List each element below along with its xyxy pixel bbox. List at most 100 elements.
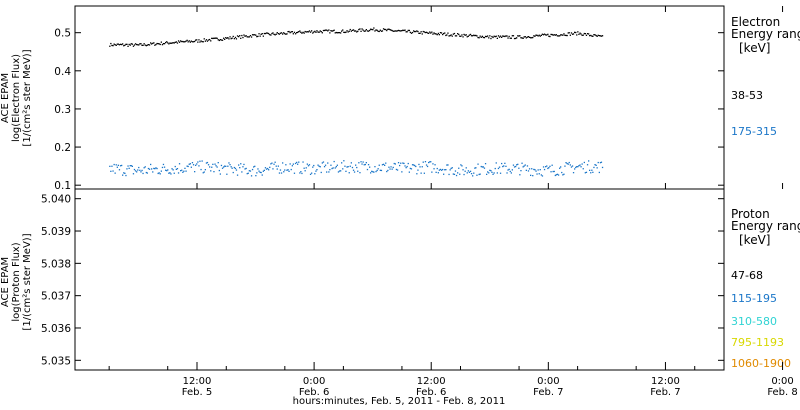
data-point [118, 169, 121, 171]
data-point [462, 169, 464, 171]
data-point [337, 32, 340, 34]
data-point [541, 33, 544, 35]
data-point [575, 31, 577, 34]
data-point [361, 163, 363, 165]
data-point [286, 33, 288, 35]
data-point [411, 164, 414, 166]
data-point [337, 171, 340, 173]
data-point [317, 164, 319, 166]
data-point [562, 174, 564, 176]
data-point [225, 37, 227, 39]
data-point [470, 35, 473, 37]
data-point [367, 164, 370, 166]
data-point [424, 161, 427, 163]
data-point [451, 167, 453, 169]
data-point [536, 34, 538, 36]
data-point [147, 167, 150, 170]
data-point [332, 167, 334, 169]
data-point [387, 28, 389, 30]
data-point [155, 43, 157, 46]
data-point [319, 166, 321, 168]
data-point [489, 169, 491, 171]
data-point [212, 37, 214, 40]
data-point [290, 31, 292, 33]
data-point [160, 170, 162, 172]
data-point [382, 163, 385, 165]
data-point [344, 31, 346, 34]
data-point [462, 36, 464, 38]
data-point [527, 36, 530, 38]
data-point [597, 34, 599, 36]
proton-legend-subtitle: Energy ranges [731, 219, 800, 233]
data-point [496, 172, 498, 174]
data-point [122, 43, 124, 45]
data-point [358, 162, 360, 164]
data-point [437, 32, 439, 35]
data-point [516, 164, 518, 166]
data-point [498, 166, 501, 168]
data-point [364, 30, 366, 32]
data-point [327, 162, 329, 164]
data-point [401, 30, 403, 32]
data-point [138, 44, 140, 46]
data-point [304, 30, 306, 33]
data-point [600, 161, 603, 163]
data-point [263, 32, 265, 35]
electron-ytick-label: 0.3 [54, 104, 71, 116]
data-point [542, 166, 545, 168]
data-point [495, 162, 497, 164]
data-point [432, 33, 434, 35]
data-point [284, 33, 286, 35]
data-point [153, 42, 155, 44]
data-point [163, 166, 166, 168]
data-point [259, 35, 261, 37]
data-point [593, 34, 595, 36]
data-point [431, 31, 433, 33]
data-point [419, 32, 421, 34]
data-point [528, 168, 531, 170]
data-point [347, 166, 349, 168]
data-point [469, 170, 472, 172]
data-point [447, 32, 449, 34]
data-point [366, 30, 369, 32]
data-point [561, 34, 563, 36]
data-point [172, 169, 174, 171]
data-point [386, 29, 388, 32]
data-point [161, 44, 164, 46]
data-point [182, 40, 184, 43]
data-point [218, 169, 220, 172]
data-point [574, 168, 576, 170]
data-point [584, 33, 586, 35]
data-point [428, 161, 430, 164]
data-point [391, 168, 393, 170]
data-point [527, 170, 530, 172]
data-point [240, 163, 242, 165]
data-point [425, 164, 428, 166]
data-point [443, 32, 445, 35]
data-point [545, 166, 547, 168]
data-point [286, 169, 288, 171]
data-point [200, 168, 202, 171]
data-point [364, 163, 366, 166]
data-point [479, 173, 481, 175]
data-point [170, 42, 172, 44]
data-point [132, 173, 135, 175]
data-point [524, 36, 526, 38]
data-point [175, 168, 177, 170]
data-point [272, 168, 274, 170]
data-point [280, 32, 283, 34]
data-point [176, 42, 179, 44]
data-point [406, 165, 408, 168]
proton-y-axis: 5.035 5.036 5.037 5.038 5.039 5.040 [41, 194, 724, 367]
data-point [371, 28, 373, 31]
data-point [356, 31, 358, 33]
data-point [159, 173, 161, 175]
data-point [232, 171, 234, 174]
data-point [531, 37, 533, 39]
data-point [461, 165, 463, 167]
data-point [298, 161, 300, 163]
data-point [329, 169, 331, 171]
data-point [138, 166, 140, 169]
data-point [389, 168, 391, 170]
data-point [136, 43, 138, 46]
